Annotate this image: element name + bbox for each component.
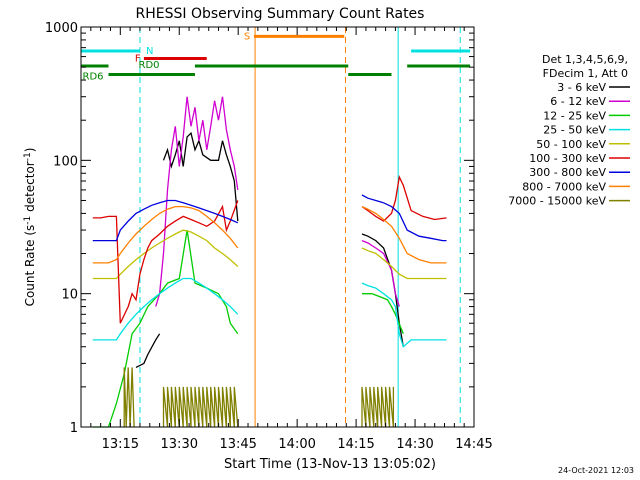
series-3-6-kev-seg-1 bbox=[162, 131, 239, 222]
chart-title: RHESSI Observing Summary Count Rates bbox=[136, 6, 425, 22]
y-tick-label: 1000 bbox=[45, 21, 78, 36]
legend-header-line-1: Det 1,3,4,5,6,9, bbox=[542, 53, 628, 66]
series-25-50-kev-seg-1 bbox=[361, 282, 447, 348]
y-axis: 1 10 100 1000 bbox=[45, 21, 474, 436]
legend-label-3-6-kev: 3 - 6 keV bbox=[557, 81, 606, 94]
legend-label-800-7000-kev: 800 - 7000 keV bbox=[522, 180, 606, 193]
series-800-7000-kev-seg-0 bbox=[92, 205, 239, 264]
series-100-300-kev-seg-0 bbox=[92, 200, 239, 324]
series-300-800-kev-seg-1 bbox=[361, 194, 447, 242]
series-7000-15000-kev-seg-1 bbox=[162, 386, 239, 428]
legend-label-100-300-kev: 100 - 300 keV bbox=[529, 152, 606, 165]
event-vlines bbox=[139, 27, 461, 427]
legend-label-50-100-kev: 50 - 100 keV bbox=[536, 138, 606, 151]
flag-rd0-label: RD0 bbox=[139, 60, 160, 71]
x-axis: 13:15 13:30 13:45 14:00 14:15 14:30 14:45 bbox=[80, 27, 493, 452]
series-group bbox=[92, 96, 447, 428]
flags-group: NF S RD0 RD6 bbox=[81, 31, 471, 83]
flag-n-label: N bbox=[146, 46, 153, 57]
y-tick-label: 10 bbox=[61, 288, 78, 303]
y-tick-label: 100 bbox=[53, 154, 78, 169]
legend-label-12-25-kev: 12 - 25 keV bbox=[543, 109, 606, 122]
series-300-800-kev-seg-0 bbox=[92, 199, 239, 242]
series-6-12-kev-seg-1 bbox=[361, 239, 400, 307]
flag-f-label: F bbox=[135, 54, 141, 65]
series-50-100-kev-seg-1 bbox=[361, 247, 447, 280]
series-25-50-kev-seg-0 bbox=[92, 277, 239, 341]
x-tick-label: 14:15 bbox=[337, 437, 374, 452]
series-7000-15000-kev-seg-2 bbox=[361, 386, 395, 428]
flag-s-label: S bbox=[244, 31, 250, 42]
series-3-6-kev-seg-0 bbox=[135, 333, 161, 368]
legend-label-300-800-kev: 300 - 800 keV bbox=[529, 166, 606, 179]
x-axis-label: Start Time (13-Nov-13 13:05:02) bbox=[224, 457, 436, 472]
x-tick-label: 13:15 bbox=[102, 437, 139, 452]
flag-rd6-label: RD6 bbox=[83, 72, 104, 83]
x-tick-label: 14:30 bbox=[396, 437, 433, 452]
series-12-25-kev-seg-1 bbox=[362, 293, 404, 335]
y-axis-label: Count Rate (s-1 detector-1) bbox=[23, 148, 37, 307]
series-3-6-kev-seg-2 bbox=[361, 233, 404, 347]
series-800-7000-kev-seg-1 bbox=[361, 206, 447, 264]
y-tick-label: 1 bbox=[70, 421, 78, 436]
x-tick-label: 14:00 bbox=[278, 437, 315, 452]
x-tick-label: 13:30 bbox=[161, 437, 198, 452]
legend-label-25-50-kev: 25 - 50 keV bbox=[543, 124, 606, 137]
series-100-300-kev-seg-1 bbox=[361, 174, 447, 222]
series-6-12-kev-seg-0 bbox=[155, 96, 239, 307]
legend-label-6-12-kev: 6 - 12 keV bbox=[550, 95, 606, 108]
x-tick-label: 13:45 bbox=[219, 437, 256, 452]
x-tick-label: 14:45 bbox=[455, 437, 492, 452]
series-50-100-kev-seg-0 bbox=[92, 229, 239, 280]
legend-header-line-2: FDecim 1, Att 0 bbox=[543, 67, 628, 80]
series-7000-15000-kev-seg-0 bbox=[123, 367, 135, 428]
legend-label-7000-15000-kev: 7000 - 15000 keV bbox=[508, 195, 606, 208]
timestamp: 24-Oct-2021 12:03 bbox=[558, 466, 634, 475]
legend: Det 1,3,4,5,6,9, FDecim 1, Att 0 3 - 6 k… bbox=[508, 53, 630, 208]
